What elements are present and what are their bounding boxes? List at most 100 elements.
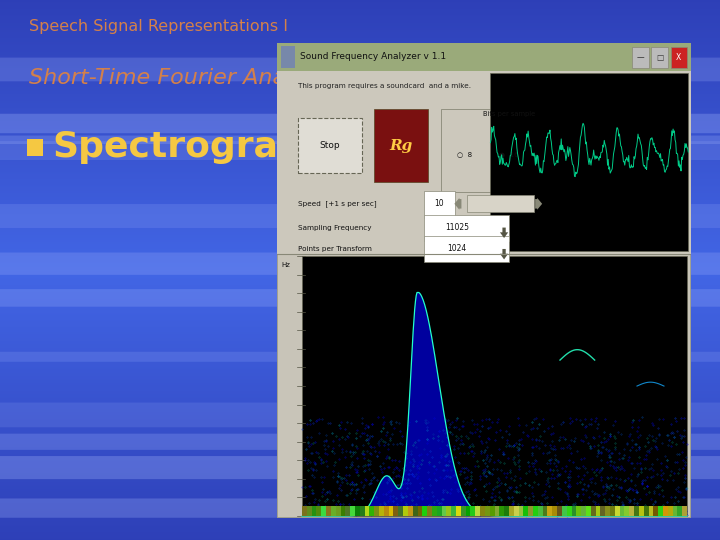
Bar: [437, 506, 441, 516]
Bar: [632, 46, 649, 69]
Text: 1024: 1024: [448, 245, 467, 253]
Bar: [413, 506, 418, 516]
FancyArrow shape: [454, 198, 462, 210]
Bar: [504, 506, 509, 516]
FancyBboxPatch shape: [0, 434, 720, 450]
Bar: [379, 506, 384, 516]
Text: X: X: [676, 53, 681, 62]
Bar: [467, 195, 534, 212]
FancyArrow shape: [500, 249, 508, 259]
Bar: [302, 256, 687, 516]
FancyBboxPatch shape: [0, 136, 720, 144]
Text: Spectrogram: Spectrogram: [53, 131, 316, 164]
Polygon shape: [302, 293, 687, 516]
Text: □: □: [656, 53, 663, 62]
Text: Speed  [+1 s per sec]: Speed [+1 s per sec]: [298, 200, 377, 207]
Bar: [424, 191, 455, 218]
Text: Sampling Frequency: Sampling Frequency: [298, 225, 372, 231]
Text: 10: 10: [435, 199, 444, 208]
FancyArrow shape: [500, 227, 508, 238]
Bar: [543, 506, 547, 516]
Bar: [533, 506, 538, 516]
Bar: [389, 506, 394, 516]
Bar: [475, 506, 480, 516]
Bar: [672, 506, 678, 516]
Bar: [418, 506, 423, 516]
Bar: [355, 506, 360, 516]
Bar: [653, 506, 658, 516]
Bar: [514, 506, 518, 516]
FancyBboxPatch shape: [0, 402, 720, 427]
Text: —: —: [637, 53, 644, 62]
Bar: [572, 506, 577, 516]
Text: This program requires a soundcard  and a mike.: This program requires a soundcard and a …: [298, 83, 471, 89]
Bar: [277, 43, 691, 71]
Bar: [495, 506, 500, 516]
Bar: [364, 506, 369, 516]
Bar: [423, 506, 427, 516]
Bar: [369, 506, 374, 516]
Bar: [591, 506, 595, 516]
Bar: [567, 506, 572, 516]
Bar: [451, 506, 456, 516]
Bar: [302, 506, 687, 516]
FancyBboxPatch shape: [0, 204, 720, 228]
Bar: [600, 506, 606, 516]
FancyBboxPatch shape: [0, 58, 720, 82]
Bar: [683, 506, 687, 516]
FancyBboxPatch shape: [0, 456, 720, 479]
Bar: [581, 506, 586, 516]
Bar: [384, 506, 389, 516]
Bar: [586, 506, 591, 516]
Text: Points per Transform: Points per Transform: [298, 246, 372, 252]
Bar: [629, 506, 634, 516]
Bar: [577, 506, 581, 516]
Bar: [670, 46, 687, 69]
Bar: [663, 506, 668, 516]
Bar: [538, 506, 543, 516]
Bar: [277, 71, 691, 254]
Bar: [557, 506, 562, 516]
Text: Stop: Stop: [320, 141, 341, 150]
Bar: [500, 506, 504, 516]
Bar: [490, 506, 495, 516]
Bar: [658, 506, 663, 516]
Bar: [403, 506, 408, 516]
Bar: [518, 506, 523, 516]
Bar: [346, 506, 350, 516]
Bar: [446, 506, 451, 516]
Text: Short-Time Fourier Analysis: Short-Time Fourier Analysis: [29, 68, 335, 87]
Text: Rg: Rg: [390, 139, 413, 153]
Bar: [649, 506, 653, 516]
Bar: [441, 506, 446, 516]
Bar: [466, 506, 470, 516]
Bar: [509, 506, 514, 516]
Bar: [595, 506, 600, 516]
Bar: [547, 506, 552, 516]
Bar: [394, 506, 398, 516]
Bar: [424, 215, 509, 241]
Bar: [336, 506, 341, 516]
Bar: [610, 506, 615, 516]
FancyBboxPatch shape: [0, 141, 720, 160]
Text: ○  8: ○ 8: [457, 152, 472, 158]
Bar: [307, 506, 312, 516]
FancyBboxPatch shape: [0, 253, 720, 275]
Bar: [624, 506, 629, 516]
Bar: [606, 506, 610, 516]
Bar: [528, 506, 533, 516]
Text: Sound Frequency Analyzer v 1.1: Sound Frequency Analyzer v 1.1: [300, 52, 446, 62]
Bar: [620, 506, 624, 516]
Bar: [485, 506, 490, 516]
Bar: [312, 506, 317, 516]
Bar: [639, 506, 644, 516]
Text: 11025: 11025: [445, 223, 469, 232]
Bar: [634, 506, 639, 516]
Bar: [317, 506, 321, 516]
Bar: [281, 45, 295, 69]
Text: Bits per sample: Bits per sample: [483, 111, 535, 117]
Bar: [374, 109, 428, 183]
Bar: [427, 506, 432, 516]
FancyBboxPatch shape: [0, 352, 720, 362]
Bar: [341, 506, 346, 516]
